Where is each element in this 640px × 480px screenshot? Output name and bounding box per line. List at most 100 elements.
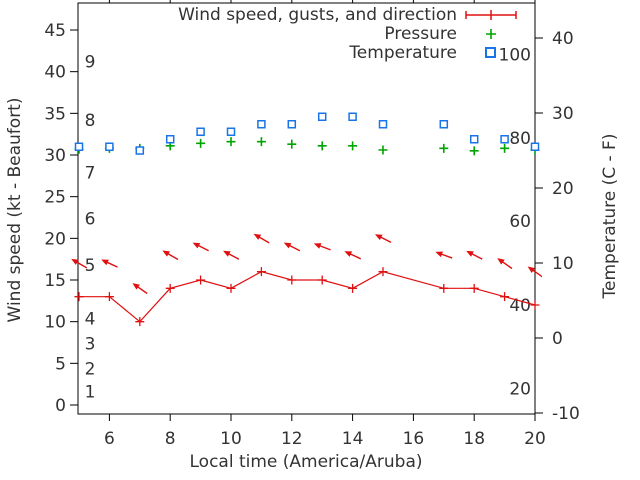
left-tick-label: 25 [44,188,66,208]
gust-arrow-head [162,250,170,257]
gust-arrow-shaft [76,261,88,269]
gust-arrow-head [192,242,201,249]
temperature-marker [287,120,297,129]
wind-marker [317,275,327,285]
left-tick-label: 20 [44,229,66,249]
right-tick-label: 40 [552,29,574,49]
x-tick-label: 14 [342,429,364,449]
left-tick-label: 30 [44,146,66,166]
gust-arrow-shaft [106,261,118,268]
temperature-marker [257,120,266,129]
temperature-marker [348,112,357,121]
fahrenheit-label: 60 [509,212,531,232]
right-tick-label: 0 [552,329,563,349]
x-axis-title: Local time (America/Aruba) [189,452,423,472]
fahrenheit-label: 20 [509,379,531,399]
gust-arrow-shaft [258,236,270,244]
gust-arrow-shaft [136,286,148,295]
pressure-marker [256,137,266,147]
x-tick-label: 16 [403,429,425,449]
gust-arrow-head [313,243,322,249]
left-tick-label: 0 [55,396,66,416]
gust-arrow-head [101,259,109,266]
temperature-marker [196,127,205,136]
legend: Wind speed, gusts, and direction Pressur… [140,4,524,63]
right-tick-label: 20 [552,179,574,199]
beaufort-label: 7 [85,164,96,184]
gust-arrow-shaft [440,253,453,259]
temperature-marker [226,127,236,136]
wind-marker [469,283,479,293]
legend-label-wind: Wind speed, gusts, and direction [178,4,457,25]
wind-marker [378,267,388,277]
wind-marker [226,283,236,293]
pressure-marker [287,139,297,149]
x-tick-label: 12 [281,429,303,449]
plot-border [77,2,536,415]
right-tick-label: -10 [552,404,580,424]
wind-legend-sample [464,9,517,20]
gust-arrow-shaft [288,244,301,252]
gust-arrow-head [71,258,79,265]
legend-row-wind: Wind speed, gusts, and direction [140,4,524,25]
pressure-marker [439,143,449,153]
gust-arrow-shaft [197,244,209,252]
legend-label-temperature: Temperature [349,42,457,63]
left-tick-label: 5 [55,354,66,374]
fahrenheit-label: 40 [509,296,531,316]
gust-arrow-shaft [319,244,331,251]
gust-arrow-shaft [349,253,362,260]
legend-row-temperature: Temperature [140,42,524,63]
left-tick-label: 10 [44,313,66,333]
wind-marker [500,292,510,302]
x-tick-label: 8 [165,429,176,449]
gust-arrow-head [283,242,292,249]
gust-arrow-head [435,251,443,258]
x-tick-label: 18 [463,429,485,449]
pressure-legend-sample [485,28,496,39]
fahrenheit-label: 80 [509,129,531,149]
wind-marker [287,275,297,285]
temperature-marker [439,120,449,129]
temperature-marker [500,135,509,144]
beaufort-label: 3 [85,334,96,354]
legend-label-pressure: Pressure [384,23,457,44]
x-tick-label: 10 [220,429,242,449]
gust-arrow-head [374,234,383,241]
wind-marker [256,267,266,277]
gust-arrow-head [466,250,474,257]
pressure-marker [469,146,479,156]
temperature-marker [317,112,327,121]
legend-row-pressure: Pressure [140,23,524,44]
temperature-marker [74,142,84,151]
left-tick-label: 35 [44,104,66,124]
pressure-marker [348,141,358,151]
beaufort-label: 2 [85,359,96,379]
left-tick-label: 45 [44,21,66,41]
wind-marker [196,275,206,285]
x-tick-label: 20 [524,429,546,449]
pressure-marker [196,138,206,148]
left-tick-label: 15 [44,271,66,291]
beaufort-label: 5 [85,256,96,276]
beaufort-label: 8 [85,111,96,131]
gust-arrow-shaft [167,252,179,261]
pressure-marker [500,143,510,153]
temperature-marker [105,142,114,151]
gust-arrow-shaft [471,253,483,260]
temperature-square-icon [457,47,524,58]
temperature-marker [469,135,479,144]
pressure-marker [378,145,388,155]
right-tick-label: 10 [552,254,574,274]
wind-marker [135,317,145,327]
wind-line [79,271,536,323]
gust-arrow-shaft [228,252,240,260]
gust-arrow-shaft [532,269,542,278]
wind-marker [439,283,449,293]
beaufort-label: 4 [85,309,96,329]
temperature-marker [135,146,145,155]
beaufort-label: 6 [85,209,96,229]
gust-arrow-head [223,250,231,257]
wind-marker [74,292,84,302]
